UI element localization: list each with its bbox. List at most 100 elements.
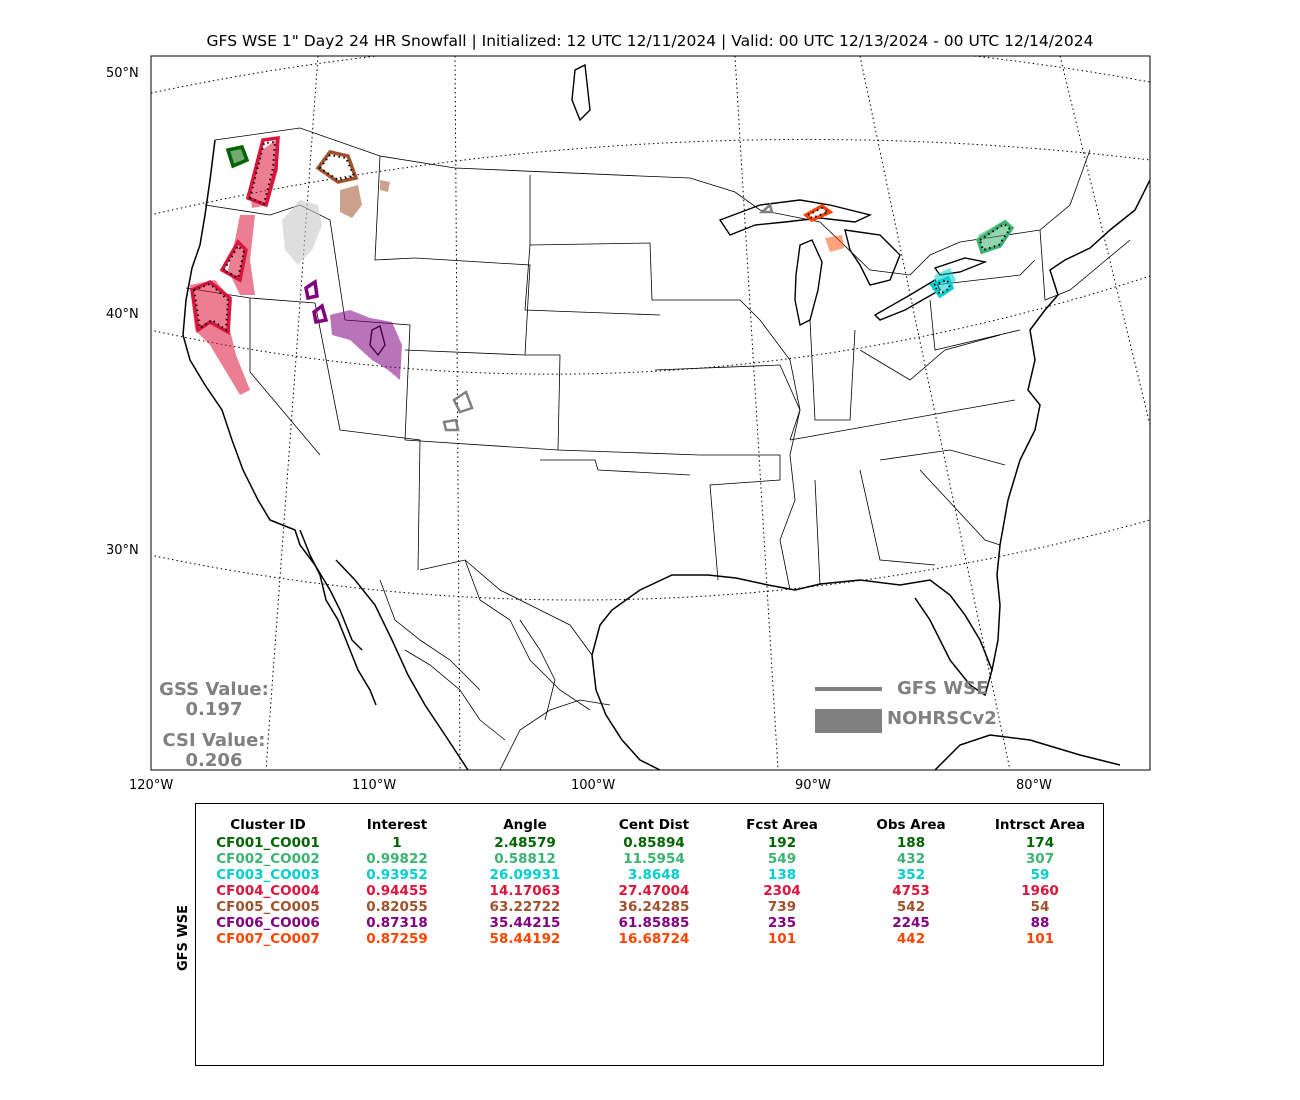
fcst-cf003 xyxy=(929,275,955,299)
ca-nv-border xyxy=(249,298,321,456)
table-cell: 442 xyxy=(896,931,926,947)
lake-michigan xyxy=(794,239,823,327)
table-cell: 2245 xyxy=(892,915,930,931)
cluster-table: Cluster ID Interest Angle Cent Dist Fcst… xyxy=(200,815,1106,947)
nd-sd-border xyxy=(529,175,651,246)
mt-wy-border xyxy=(374,155,416,261)
lat-label-30: 30°N xyxy=(106,543,139,558)
table-cell: 26.09931 xyxy=(489,867,561,883)
table-cell: 0.82055 xyxy=(366,899,428,915)
table-cell: 1 xyxy=(392,835,402,851)
parallel-45n xyxy=(151,138,1150,216)
ar-la-border xyxy=(700,454,781,581)
table-row: CF007_CO007 0.87259 58.44192 16.68724 101 442… xyxy=(200,931,1106,947)
table-cell: 0.94455 xyxy=(366,883,428,899)
mexico-states xyxy=(379,559,611,770)
table-cell: CF004_CO004 xyxy=(216,883,320,899)
fcst-cf007 xyxy=(802,203,834,223)
wy-border xyxy=(404,257,531,356)
lat-label-40: 40°N xyxy=(106,307,139,322)
lake-superior xyxy=(718,199,873,236)
obs-cf005 xyxy=(340,180,390,218)
table-row: CF001_CO001 1 2.48579 0.85894 192 188 174 xyxy=(200,835,1106,851)
gss-value: 0.197 xyxy=(185,699,243,720)
az-nm-border xyxy=(339,429,421,571)
table-row: CF003_CO003 0.93952 26.09931 3.8648 138 352 59 xyxy=(200,867,1106,883)
fcst-cf004-oregon xyxy=(219,239,248,283)
lon-label-120: 120°W xyxy=(129,778,174,793)
sc-ga-border xyxy=(919,469,1001,546)
fcst-cf004-sierra xyxy=(190,279,232,335)
table-cell: 27.47004 xyxy=(618,883,690,899)
table-cell: 14.17063 xyxy=(489,883,561,899)
table-cell: 35.44215 xyxy=(489,915,561,931)
table-cell: 4753 xyxy=(892,883,930,899)
col-header-fcst-area: Fcst Area xyxy=(746,817,818,833)
fcst-colorado xyxy=(442,390,474,432)
meridian-95w xyxy=(734,56,779,770)
stats-panel xyxy=(195,803,1104,1066)
table-cell: 0.58812 xyxy=(494,851,556,867)
table-cell: CF005_CO005 xyxy=(216,899,320,915)
meridian-80w xyxy=(1059,56,1150,426)
mn-ia-border xyxy=(649,242,761,321)
table-cell: CF006_CO006 xyxy=(216,915,320,931)
oh-pa-border xyxy=(929,299,1021,351)
ms-al-border xyxy=(814,479,821,586)
col-header-interest: Interest xyxy=(366,817,428,833)
sd-ne-border xyxy=(524,244,661,316)
fcst-cf004-cascades xyxy=(245,135,280,208)
table-cell: 54 xyxy=(1030,899,1050,915)
table-cell: 549 xyxy=(767,851,797,867)
table-cell: 2304 xyxy=(763,883,801,899)
legend-forecast-label: GFS WSE xyxy=(897,678,989,699)
ia-mo-border xyxy=(654,364,801,441)
col-header-angle: Angle xyxy=(503,817,547,833)
parallel-40n xyxy=(151,275,1150,375)
obs-cf006 xyxy=(330,310,402,380)
map-title: GFS WSE 1" Day2 24 HR Snowfall | Initial… xyxy=(206,32,1094,50)
table-cell: 0.93952 xyxy=(366,867,428,883)
ny-pa-border xyxy=(934,259,1036,286)
fcst-cf002 xyxy=(975,219,1015,255)
co-nm-border xyxy=(404,439,559,451)
baja xyxy=(299,529,377,706)
table-cell: 0.85894 xyxy=(623,835,685,851)
lat-label-50: 50°N xyxy=(106,66,139,81)
lakes xyxy=(369,63,988,357)
table-cell: 307 xyxy=(1025,851,1055,867)
table-row: CF004_CO004 0.94455 14.17063 27.47004 2304 47… xyxy=(200,883,1106,899)
table-cell: 432 xyxy=(896,851,926,867)
nv-ut-border xyxy=(314,302,341,431)
coastlines xyxy=(182,139,1150,770)
legend-fill-swatch xyxy=(815,709,882,733)
col-header-cluster-id: Cluster ID xyxy=(230,817,306,833)
obs-cf004-sierra xyxy=(190,280,250,395)
table-cell: 36.24285 xyxy=(618,899,690,915)
ok-tx-border xyxy=(540,459,691,476)
table-body: CF001_CO001 1 2.48579 0.85894 192 188 174 CF002… xyxy=(200,835,1106,947)
meridian-90w xyxy=(859,56,1011,770)
table-cell: 138 xyxy=(767,867,797,883)
lon-label-100: 100°W xyxy=(571,778,616,793)
table-cell: 59 xyxy=(1030,867,1050,883)
col-header-intrsct-area: Intrsct Area xyxy=(994,817,1086,833)
lake-huron xyxy=(844,229,901,286)
east-coast xyxy=(991,179,1150,671)
caribbean xyxy=(934,734,1121,770)
table-cell: 88 xyxy=(1030,915,1050,931)
wa-or-border xyxy=(204,204,271,216)
table-cell: 11.5954 xyxy=(623,851,685,867)
parallel-30n xyxy=(151,519,1150,601)
obs-cf007 xyxy=(825,235,844,252)
csi-value: 0.206 xyxy=(185,750,243,771)
table-cell: 739 xyxy=(767,899,797,915)
table-cell: 61.85885 xyxy=(618,915,690,931)
intersection-dots xyxy=(192,140,1012,332)
obs-cf004-oregon xyxy=(228,215,255,295)
ky-oh-border xyxy=(859,334,1001,381)
fcst-wisconsin xyxy=(758,202,774,214)
table-cell: CF003_CO003 xyxy=(216,867,320,883)
table-cell: 192 xyxy=(767,835,797,851)
